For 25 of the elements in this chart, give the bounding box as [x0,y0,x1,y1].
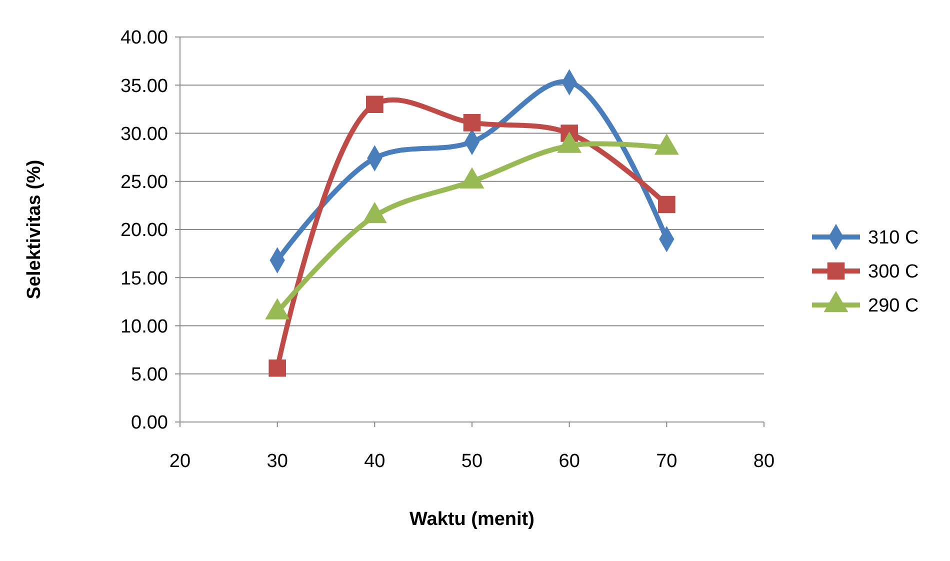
point [658,196,676,214]
y-tick-label: 25.00 [120,172,168,194]
legend-label: 310 C [868,228,919,249]
x-axis-title: Waktu (menit) [410,509,534,530]
legend-label: 300 C [868,262,919,283]
y-axis-title: Selektivitas (%) [24,160,45,300]
point [463,114,481,132]
y-tick-label: 10.00 [120,316,168,338]
y-tick-label: 5.00 [131,364,168,386]
x-tick-label: 30 [266,451,288,472]
y-tick-label: 15.00 [120,268,168,290]
x-tick-label: 80 [753,451,775,472]
x-tick-label: 70 [656,451,678,472]
y-tick-label: 0.00 [131,412,168,434]
x-tick-label: 50 [461,451,483,472]
x-tick-label: 40 [364,451,386,472]
x-tick-label: 20 [169,451,191,472]
legend-label: 290 C [868,296,919,317]
point [268,359,286,377]
x-tick-label: 60 [558,451,580,472]
y-tick-label: 20.00 [120,220,168,242]
y-tick-label: 30.00 [120,124,168,145]
y-tick-label: 40.00 [120,28,168,49]
y-tick-label: 35.00 [120,76,168,97]
point [366,96,384,114]
